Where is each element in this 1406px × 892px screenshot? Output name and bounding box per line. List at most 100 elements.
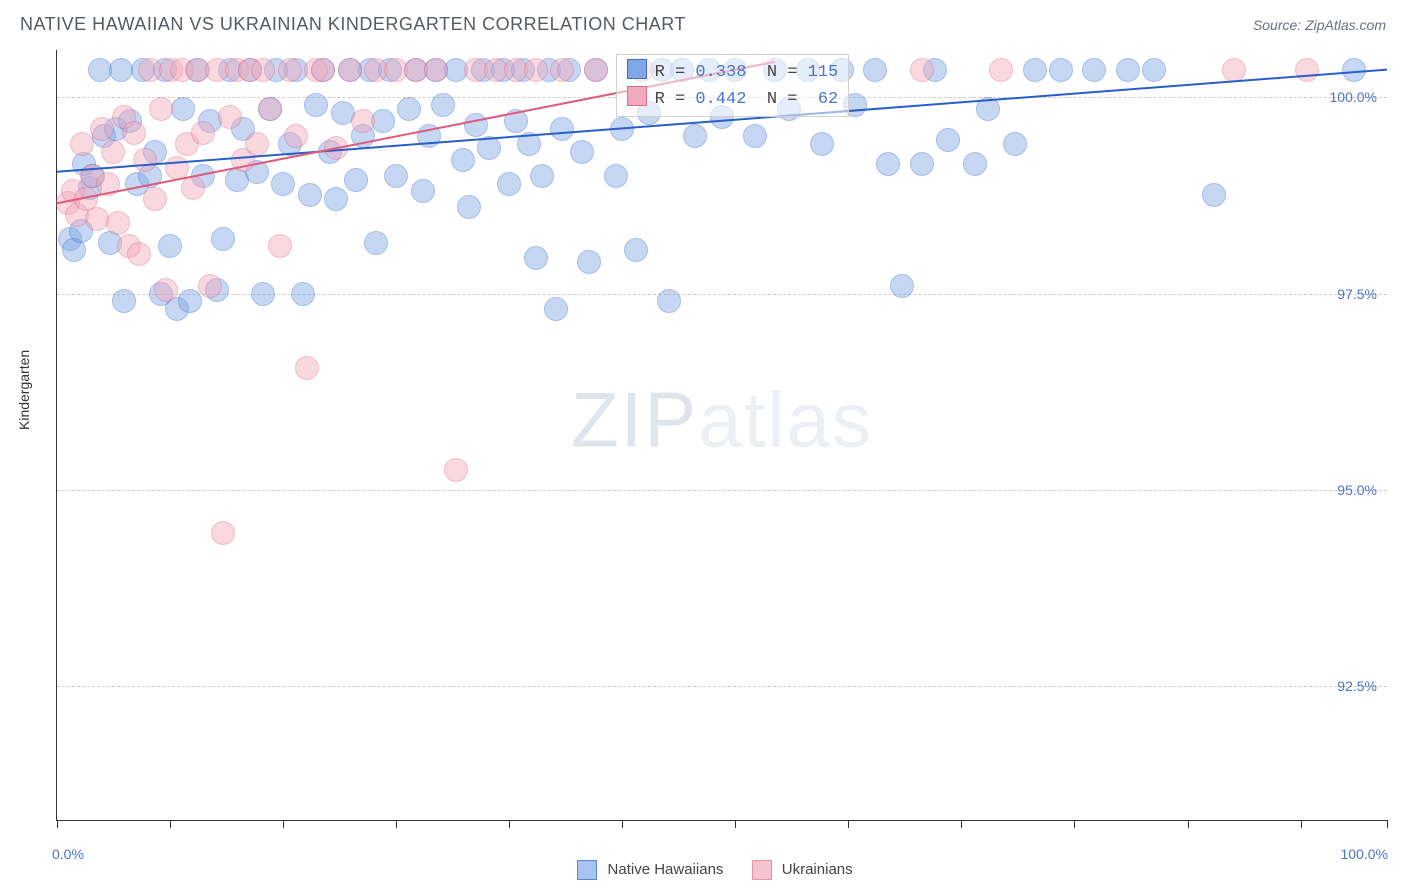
scatter-point (364, 231, 388, 255)
scatter-point (338, 58, 362, 82)
scatter-point (218, 105, 242, 129)
scatter-point (278, 58, 302, 82)
scatter-point (251, 58, 275, 82)
scatter-point (683, 124, 707, 148)
stats-row: R = 0.442 N = 62 (627, 86, 839, 113)
y-tick-label: 95.0% (1337, 482, 1377, 498)
legend-label-ukrainians: Ukrainians (782, 861, 853, 878)
scatter-point (544, 297, 568, 321)
scatter-point (910, 58, 934, 82)
x-tick (509, 820, 510, 828)
scatter-point (524, 58, 548, 82)
scatter-point (344, 168, 368, 192)
scatter-point (890, 274, 914, 298)
scatter-point (451, 148, 475, 172)
scatter-point (106, 211, 130, 235)
gridline (57, 686, 1387, 687)
legend-label-hawaiians: Native Hawaiians (608, 861, 724, 878)
scatter-point (477, 136, 501, 160)
scatter-point (251, 282, 275, 306)
scatter-point (610, 117, 634, 141)
scatter-point (464, 113, 488, 137)
stats-row: R = 0.338 N = 115 (627, 59, 839, 86)
scatter-point (657, 289, 681, 313)
scatter-point (90, 117, 114, 141)
scatter-point (550, 58, 574, 82)
x-tick (57, 820, 58, 828)
scatter-point (397, 97, 421, 121)
scatter-point (989, 58, 1013, 82)
y-tick-label: 97.5% (1337, 286, 1377, 302)
x-tick (1301, 820, 1302, 828)
scatter-point (1003, 132, 1027, 156)
scatter-point (1295, 58, 1319, 82)
scatter-point (431, 93, 455, 117)
scatter-point (324, 187, 348, 211)
scatter-point (271, 172, 295, 196)
scatter-point (304, 93, 328, 117)
scatter-point (504, 109, 528, 133)
scatter-point (165, 156, 189, 180)
scatter-point (158, 234, 182, 258)
scatter-point (604, 164, 628, 188)
scatter-point (1342, 58, 1366, 82)
scatter-point (963, 152, 987, 176)
scatter-point (517, 132, 541, 156)
scatter-point (96, 172, 120, 196)
x-tick (735, 820, 736, 828)
scatter-point (122, 121, 146, 145)
chart-title: NATIVE HAWAIIAN VS UKRAINIAN KINDERGARTE… (20, 14, 686, 35)
scatter-point (127, 242, 151, 266)
scatter-point (411, 179, 435, 203)
scatter-point (424, 58, 448, 82)
gridline (57, 490, 1387, 491)
legend-swatch-ukrainians (752, 860, 772, 880)
chart-plot-area: ZIPatlas 100.0%97.5%95.0%92.5%R = 0.338 … (56, 50, 1387, 821)
scatter-point (284, 124, 308, 148)
x-tick (1387, 820, 1388, 828)
scatter-point (211, 227, 235, 251)
scatter-point (936, 128, 960, 152)
scatter-point (143, 187, 167, 211)
scatter-point (1082, 58, 1106, 82)
x-tick (848, 820, 849, 828)
scatter-point (245, 132, 269, 156)
scatter-point (133, 148, 157, 172)
stats-legend-box: R = 0.338 N = 115R = 0.442 N = 62 (616, 54, 850, 117)
x-tick (1074, 820, 1075, 828)
x-tick (170, 820, 171, 828)
scatter-point (178, 289, 202, 313)
watermark-text: ZIPatlas (571, 374, 873, 465)
chart-source: Source: ZipAtlas.com (1253, 17, 1386, 33)
scatter-point (181, 176, 205, 200)
scatter-point (810, 132, 834, 156)
scatter-point (584, 58, 608, 82)
x-tick (1188, 820, 1189, 828)
scatter-point (149, 97, 173, 121)
scatter-point (311, 58, 335, 82)
scatter-point (570, 140, 594, 164)
scatter-point (457, 195, 481, 219)
y-tick-label: 92.5% (1337, 678, 1377, 694)
scatter-point (417, 124, 441, 148)
scatter-point (211, 521, 235, 545)
scatter-point (743, 124, 767, 148)
scatter-point (198, 274, 222, 298)
scatter-point (109, 58, 133, 82)
scatter-point (171, 97, 195, 121)
scatter-point (268, 234, 292, 258)
scatter-point (258, 97, 282, 121)
x-tick (622, 820, 623, 828)
scatter-point (524, 246, 548, 270)
x-tick (961, 820, 962, 828)
scatter-point (291, 282, 315, 306)
legend-swatch-hawaiians (577, 860, 597, 880)
x-tick (396, 820, 397, 828)
scatter-point (550, 117, 574, 141)
scatter-point (1116, 58, 1140, 82)
bottom-legend: Native Hawaiians Ukrainians (0, 860, 1406, 880)
chart-header: NATIVE HAWAIIAN VS UKRAINIAN KINDERGARTE… (0, 0, 1406, 45)
scatter-point (444, 458, 468, 482)
scatter-point (85, 207, 109, 231)
scatter-point (298, 183, 322, 207)
